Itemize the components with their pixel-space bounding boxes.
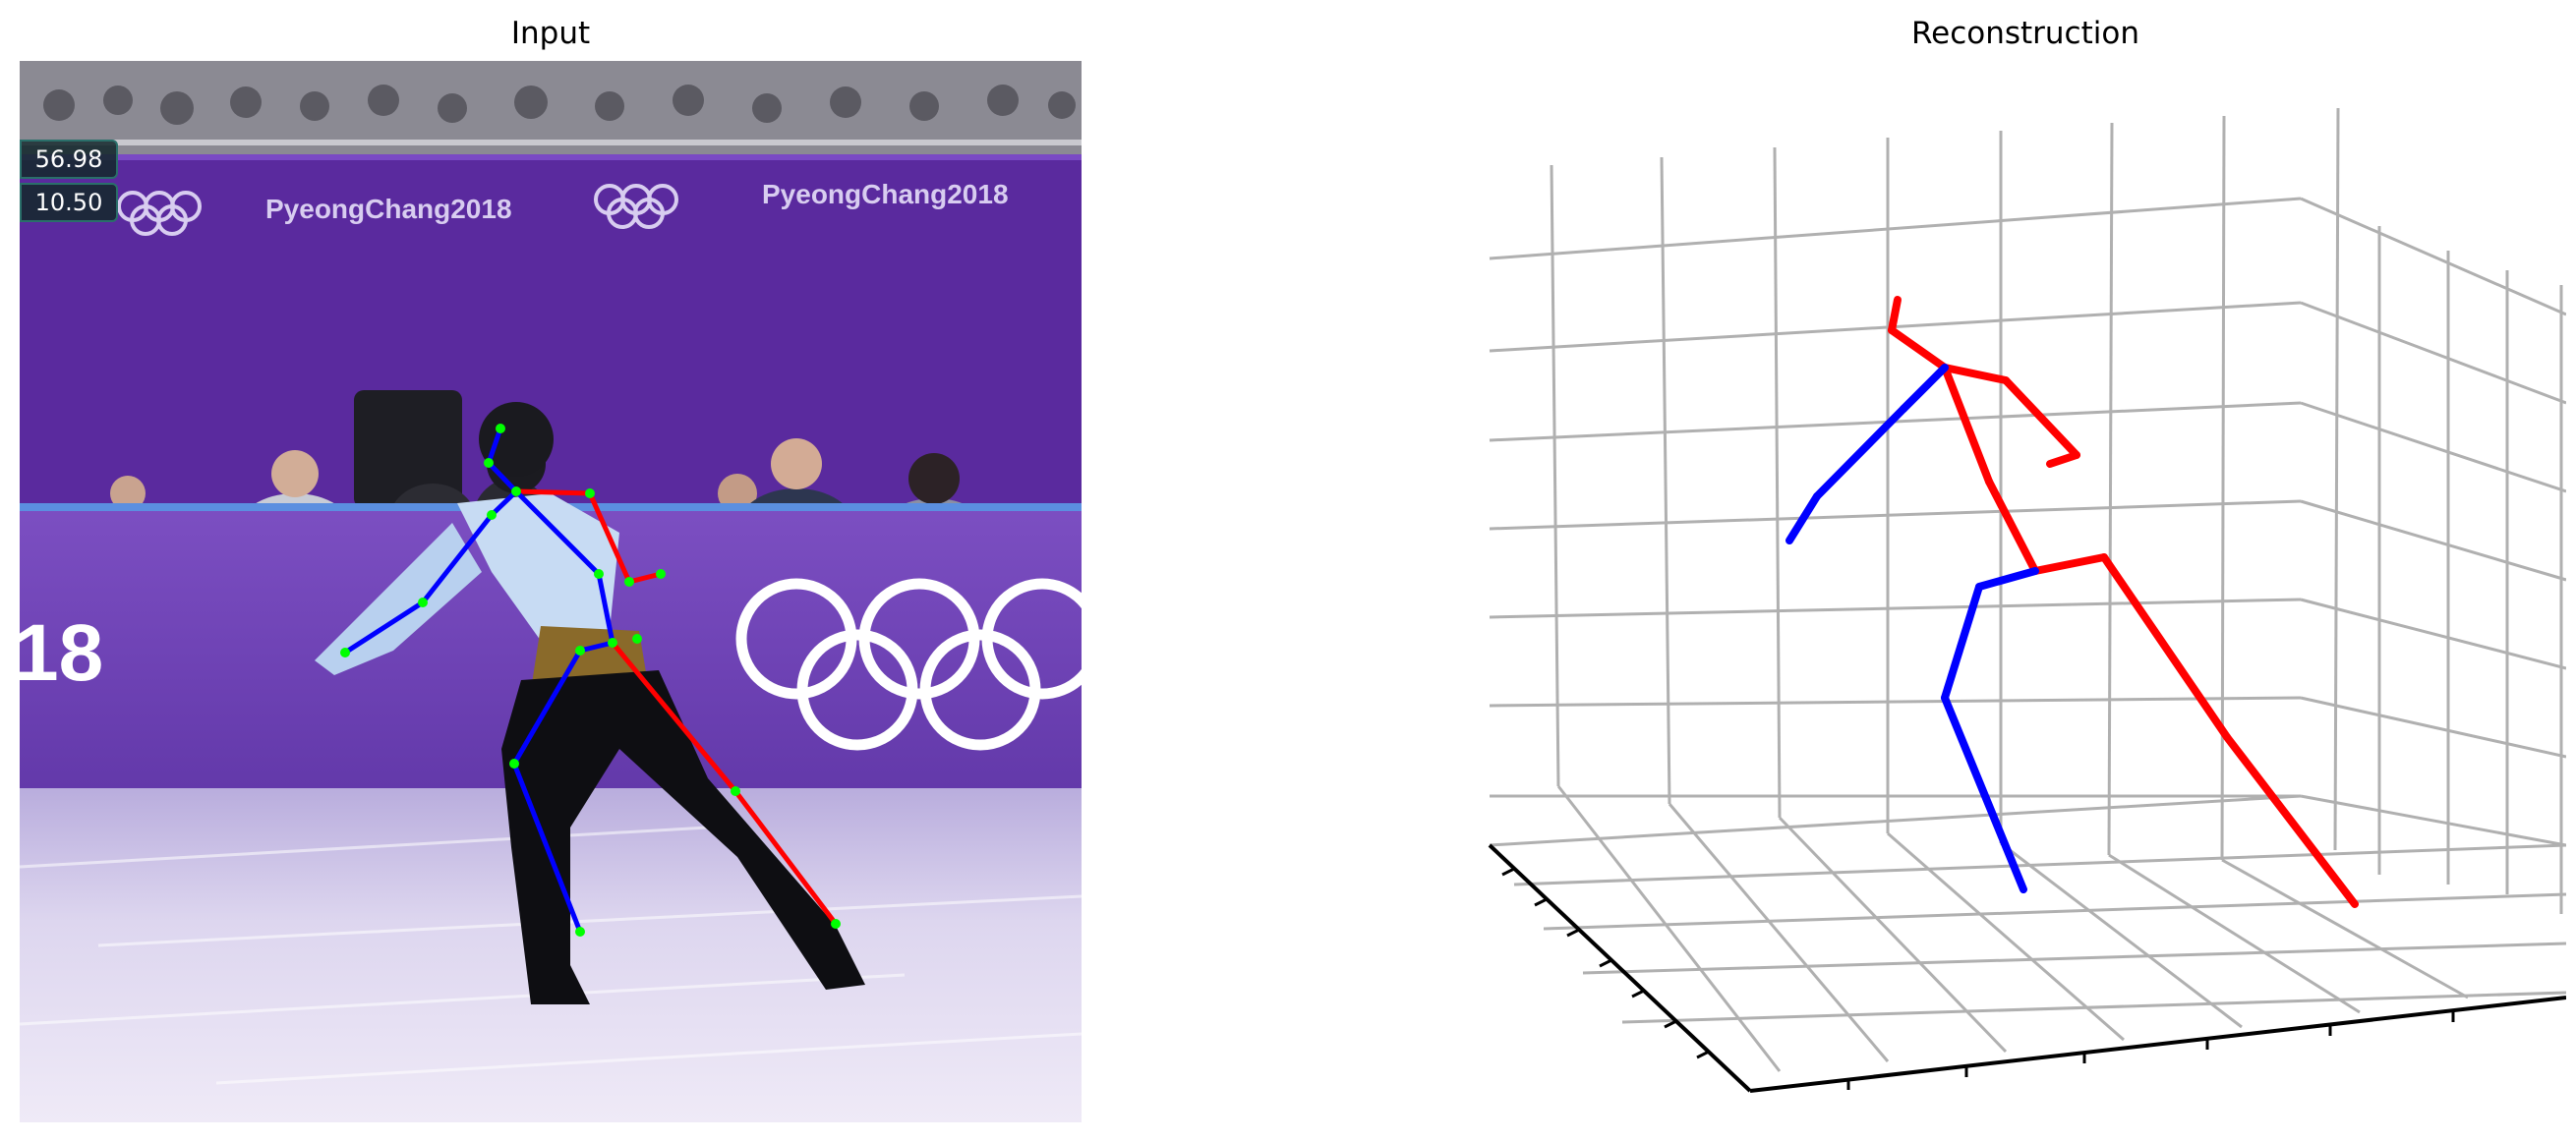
banner-text-left: PyeongChang2018 — [265, 194, 512, 224]
skater — [315, 402, 865, 1004]
grid-floor — [1489, 785, 2567, 1072]
score-display-primary: 56.98 — [20, 140, 118, 179]
axes — [1488, 843, 2567, 1093]
pose-3d-right — [1888, 296, 2359, 908]
pose-2d-left — [342, 426, 615, 935]
reconstruction-panel-title: Reconstruction — [1910, 16, 2139, 51]
pose-2d-joints — [340, 424, 841, 937]
olympic-rings-icon — [735, 578, 1082, 751]
banner-text-right: PyeongChang2018 — [762, 179, 1009, 209]
input-panel-title: Input — [510, 16, 591, 51]
upper-rings-right — [594, 184, 678, 229]
pose-3d-left — [1786, 364, 2039, 893]
score-display-secondary: 10.50 — [20, 183, 118, 222]
board-number: 18 — [20, 608, 103, 698]
crowd-heads — [43, 85, 1076, 125]
upper-rings-left — [117, 191, 202, 236]
input-frame: PyeongChang2018 PyeongChang2018 18 — [20, 61, 1082, 1122]
pose-2d-right — [513, 488, 839, 927]
grid-vertical — [1550, 107, 2340, 861]
axis-ticks — [1501, 867, 2455, 1090]
grid-horizontal — [1489, 197, 2302, 798]
crowd-area — [20, 61, 1082, 154]
reconstruction-plot — [1475, 79, 2567, 1124]
grid-right-wall — [2300, 197, 2567, 914]
